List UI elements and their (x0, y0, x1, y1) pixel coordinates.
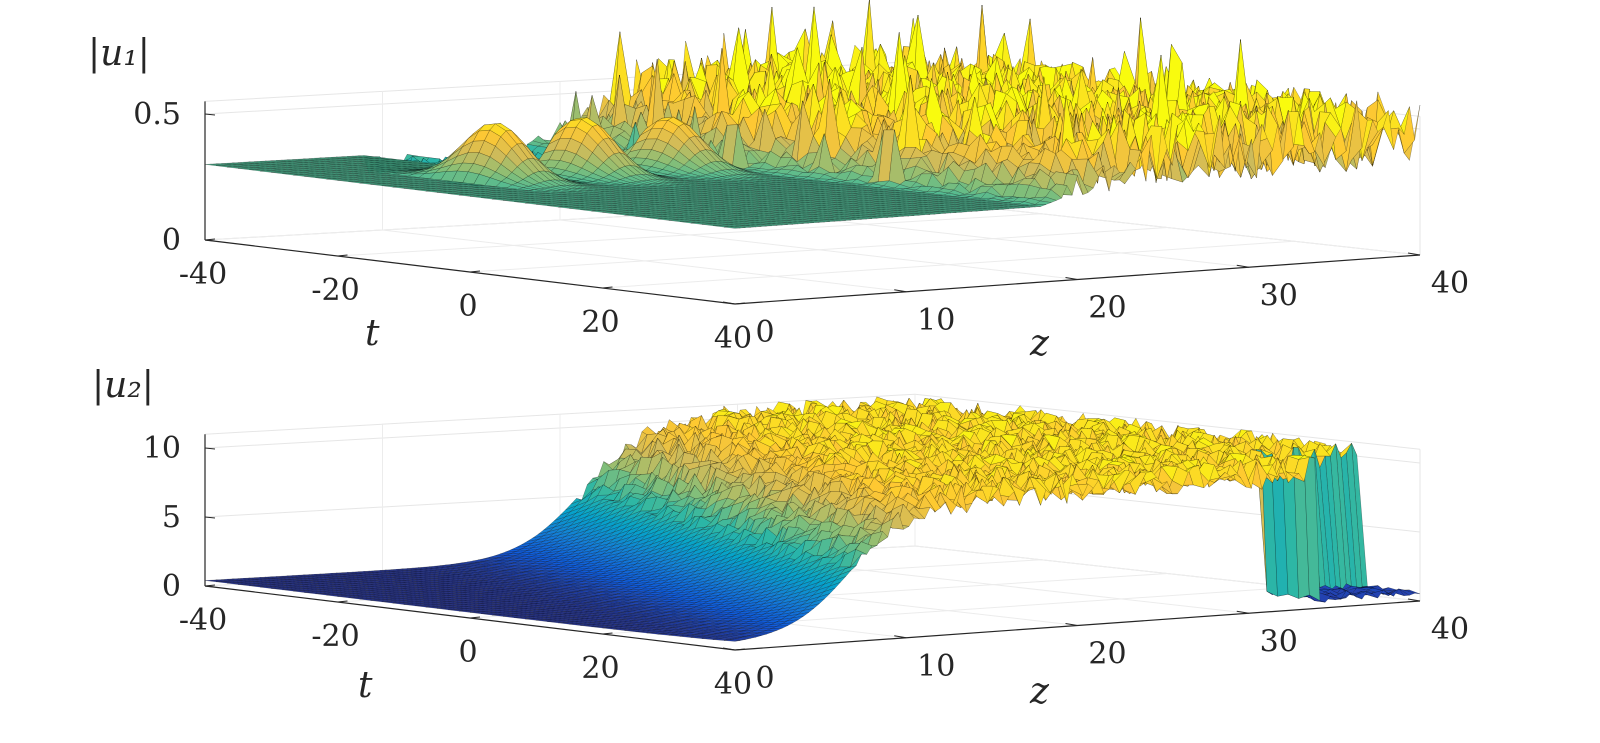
u1-surface (204, 0, 1421, 229)
panel-u1: 00.5-40 -20 0 20 40 0 10 20 30 40 |u₁| t z (88, 0, 1469, 364)
grid-z-floor-line (382, 229, 907, 293)
grid-z-floor-line (559, 219, 1078, 280)
